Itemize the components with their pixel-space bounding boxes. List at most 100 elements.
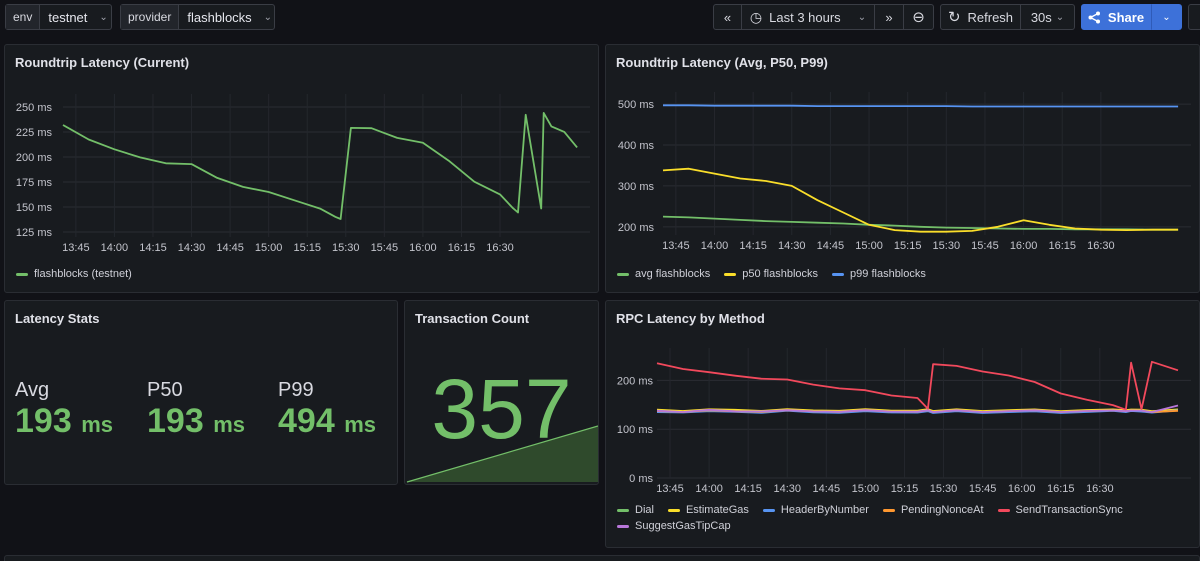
x-tick-label: 15:45 (371, 242, 399, 254)
share-menu-button[interactable]: ⌄ (1151, 4, 1182, 30)
x-tick-label: 14:00 (695, 483, 723, 495)
variable-provider-value: flashblocks (187, 9, 252, 25)
legend-item[interactable]: PendingNonceAt (882, 504, 984, 516)
x-tick-label: 15:30 (933, 240, 961, 252)
stat-number: 193 (147, 402, 204, 440)
x-tick-label: 15:45 (969, 483, 997, 495)
legend-item[interactable]: Dial (617, 504, 654, 516)
chevrons-left-icon: « (723, 9, 732, 25)
y-tick-label: 300 ms (618, 181, 655, 193)
legend-swatch (617, 272, 629, 276)
x-tick-label: 16:15 (448, 242, 476, 254)
panel-rpc-latency[interactable]: RPC Latency by Method 200 ms 100 ms 0 ms 13… (605, 300, 1200, 548)
share-icon (1088, 11, 1100, 23)
stat-label: P99 (278, 379, 314, 401)
x-tick-label: 14:45 (813, 483, 841, 495)
time-range-label: Last 3 hours (769, 9, 841, 25)
time-range-picker[interactable]: ◷ Last 3 hours ⌄ (741, 4, 875, 30)
y-tick-label: 100 ms (617, 424, 654, 436)
time-forward-button[interactable]: » (874, 4, 904, 30)
sparkline-line (406, 425, 598, 483)
legend-label: p50 flashblocks (742, 268, 819, 280)
x-tick-label: 16:15 (1048, 240, 1076, 252)
refresh-interval-value: 30s (1030, 9, 1052, 25)
refresh-button[interactable]: ↻ Refresh (940, 4, 1021, 30)
series-line-sendtransactionsync (656, 360, 1179, 411)
x-tick-label: 13:45 (662, 240, 690, 252)
x-tick-label: 15:00 (855, 240, 883, 252)
legend-label: p99 flashblocks (850, 268, 926, 280)
x-tick-label: 15:15 (891, 483, 919, 495)
x-tick-label: 15:30 (332, 242, 360, 254)
legend-item[interactable]: HeaderByNumber (762, 504, 869, 516)
stat-unit: ms (344, 412, 376, 437)
x-tick-label: 15:15 (293, 242, 321, 254)
zoom-out-icon: ⊖ (912, 9, 925, 26)
variable-provider-select[interactable]: flashblocks ⌄ (179, 10, 280, 25)
stat-number: 193 (15, 402, 72, 440)
y-tick-label: 200 ms (617, 375, 654, 387)
chart-legend: avg flashblocks p50 flashblocks p99 flashb… (617, 268, 926, 280)
legend-item[interactable]: p99 flashblocks (832, 268, 926, 280)
x-tick-label: 14:45 (216, 242, 244, 254)
y-tick-label: 175 ms (16, 177, 53, 189)
legend-swatch (832, 272, 845, 276)
legend-swatch (762, 508, 775, 512)
x-tick-label: 14:45 (817, 240, 845, 252)
x-tick-label: 13:45 (62, 242, 90, 254)
variable-env-value: testnet (48, 9, 88, 25)
panel-latency-stats[interactable]: Latency Stats Avg 193 ms P50 193 ms P99 … (4, 300, 398, 485)
y-tick-label: 200 ms (16, 152, 53, 164)
transaction-count-value: 357 (431, 362, 572, 456)
x-tick-label: 15:15 (894, 240, 922, 252)
legend-label: flashblocks (testnet) (34, 268, 132, 280)
series-line-flashblocks-testnet- (62, 112, 578, 220)
chart-legend: Dial EstimateGas HeaderByNumber PendingNonc… (617, 504, 1157, 532)
share-label: Share (1107, 9, 1145, 25)
x-tick-label: 15:00 (255, 242, 283, 254)
variable-env-select[interactable]: testnet ⌄ (40, 10, 115, 25)
y-tick-label: 500 ms (618, 99, 655, 111)
legend-label: avg flashblocks (635, 268, 711, 280)
stat-label: Avg (15, 379, 50, 401)
legend-item[interactable]: p50 flashblocks (724, 268, 818, 280)
dashboard-toolbar: env testnet ⌄ provider flashblocks ⌄ « ◷… (0, 0, 1200, 34)
x-tick-label: 15:45 (971, 240, 999, 252)
zoom-out-button[interactable]: ⊖ (903, 4, 934, 30)
x-tick-label: 16:30 (1087, 240, 1115, 252)
panel-roundtrip-stats[interactable]: Roundtrip Latency (Avg, P50, P99) 500 ms… (605, 44, 1200, 293)
y-tick-label: 250 ms (16, 102, 53, 114)
share-button[interactable]: Share (1081, 4, 1151, 30)
x-tick-label: 14:00 (701, 240, 729, 252)
legend-item[interactable]: avg flashblocks (617, 268, 710, 280)
legend-item[interactable]: flashblocks (testnet) (16, 268, 132, 280)
x-tick-label: 14:00 (101, 242, 129, 254)
refresh-interval-picker[interactable]: 30s ⌄ (1020, 4, 1075, 30)
panel-transaction-count[interactable]: Transaction Count 357 (404, 300, 599, 485)
panel-title: Latency Stats (15, 311, 100, 326)
panel-title: RPC Latency by Method (616, 311, 765, 326)
series-line-headerbynumber (656, 409, 1179, 414)
legend-swatch (724, 272, 737, 276)
x-tick-label: 14:15 (739, 240, 767, 252)
panel-roundtrip-current[interactable]: Roundtrip Latency (Current) 250 ms 225 ms… (4, 44, 599, 293)
panel-title: Roundtrip Latency (Avg, P50, P99) (616, 55, 828, 70)
legend-swatch (997, 508, 1010, 512)
legend-label: Dial (635, 504, 654, 516)
stat-unit: ms (81, 412, 113, 437)
variable-env[interactable]: env testnet ⌄ (5, 4, 112, 30)
legend-swatch (667, 508, 680, 512)
time-back-button[interactable]: « (713, 4, 742, 30)
variable-provider[interactable]: provider flashblocks ⌄ (120, 4, 275, 30)
x-tick-label: 14:30 (778, 240, 806, 252)
legend-item[interactable]: SendTransactionSync (997, 504, 1123, 516)
overflow-button[interactable] (1188, 4, 1200, 30)
series-line-p50-flashblocks (662, 167, 1179, 233)
collapsed-row[interactable] (4, 555, 1200, 561)
legend-item[interactable]: SuggestGasTipCap (617, 520, 731, 532)
stat-value: 494 ms (278, 402, 376, 444)
legend-label: SendTransactionSync (1015, 504, 1123, 516)
legend-item[interactable]: EstimateGas (667, 504, 749, 516)
refresh-icon: ↻ (947, 9, 961, 26)
stat-value: 193 ms (147, 402, 245, 444)
